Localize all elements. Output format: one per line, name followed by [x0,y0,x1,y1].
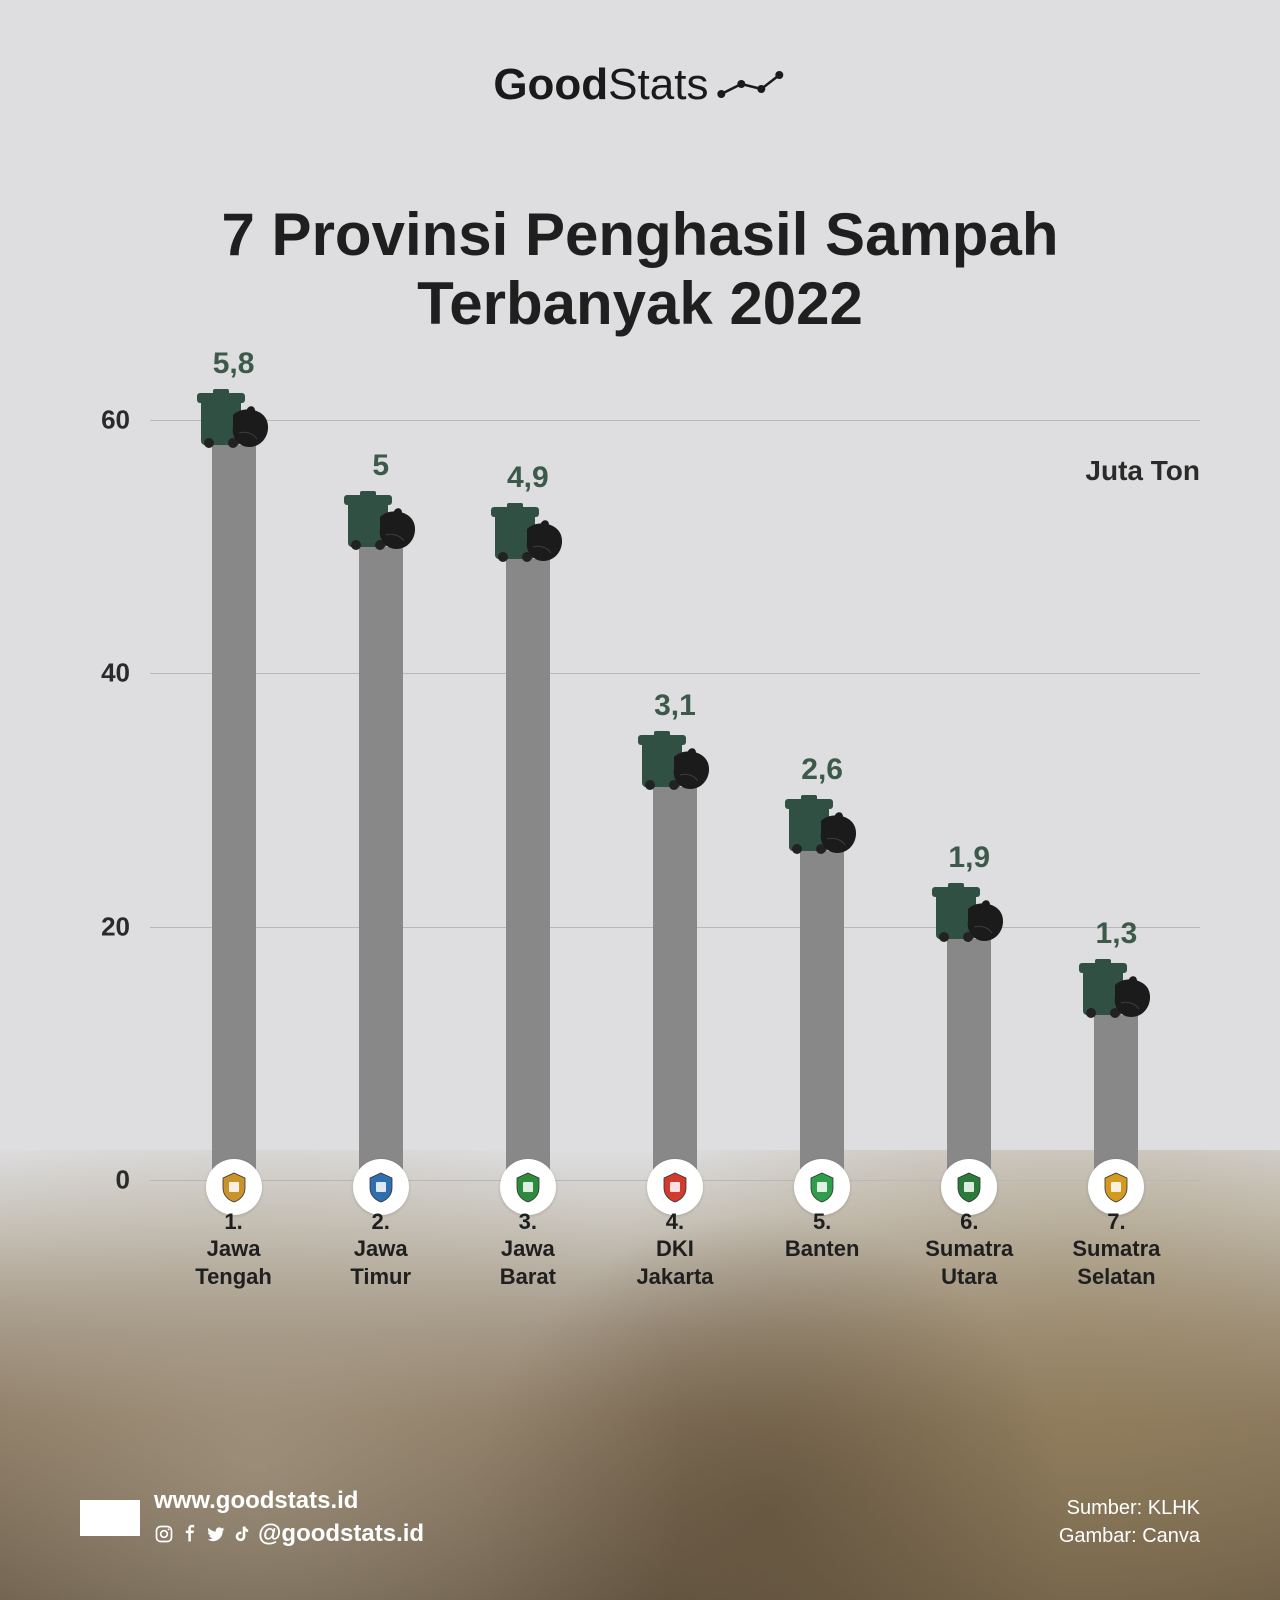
bar [506,559,550,1180]
bar-column: 2,6 [757,753,887,1180]
bar-value-label: 4,9 [507,461,549,495]
bar-value-label: 3,1 [654,689,696,723]
bar-value-label: 1,3 [1096,917,1138,951]
x-axis-label: 4.DKIJakarta [610,1208,740,1291]
y-axis: 0204060 [80,420,140,1180]
y-tick: 20 [101,911,130,942]
y-tick: 60 [101,405,130,436]
bar [653,787,697,1180]
bar [800,851,844,1180]
trash-bin-icon [930,881,1008,943]
x-labels: 1.JawaTengah2.JawaTimur3.JawaBarat4.DKIJ… [160,1208,1190,1291]
trash-bin-icon [342,489,420,551]
trash-bin-icon [195,387,273,449]
bar-chart: Juta Ton 0204060 5,8 5 4,9 [80,420,1200,1250]
bar-value-label: 1,9 [948,841,990,875]
y-tick: 0 [116,1165,130,1196]
bars-container: 5,8 5 4,9 3,1 [160,420,1190,1180]
bar [212,445,256,1180]
y-tick: 40 [101,658,130,689]
bar-column: 5 [316,449,446,1180]
bar [1094,1015,1138,1180]
trash-bin-icon [489,501,567,563]
trash-bin-icon [636,729,714,791]
facebook-icon [180,1524,200,1544]
x-axis-label: 3.JawaBarat [463,1208,593,1291]
footer-logo-block [80,1500,140,1536]
source-label: Sumber: KLHK [1059,1494,1200,1522]
footer-links: www.goodstats.id @goodstats.id [154,1485,424,1550]
footer-handle: @goodstats.id [258,1518,424,1550]
x-axis-label: 6.SumatraUtara [904,1208,1034,1291]
footer: www.goodstats.id @goodstats.id Sumber: K… [80,1485,1200,1550]
bar-value-label: 5 [372,449,389,483]
x-axis-label: 7.SumatraSelatan [1051,1208,1181,1291]
bar [947,939,991,1180]
image-credit: Gambar: Canva [1059,1522,1200,1550]
x-axis-label: 1.JawaTengah [169,1208,299,1291]
tiktok-icon [232,1524,252,1544]
bar-column: 5,8 [169,347,299,1180]
brand-logo: GoodStats [493,60,786,110]
footer-left: www.goodstats.id @goodstats.id [80,1485,424,1550]
trash-bin-icon [1077,957,1155,1019]
chart-title: 7 Provinsi Penghasil SampahTerbanyak 202… [0,200,1280,338]
logo-dots-icon [717,60,787,90]
footer-right: Sumber: KLHK Gambar: Canva [1059,1494,1200,1550]
x-axis-label: 5.Banten [757,1208,887,1291]
twitter-icon [206,1524,226,1544]
footer-website: www.goodstats.id [154,1485,424,1517]
bar-value-label: 2,6 [801,753,843,787]
logo-light: Stats [608,60,708,109]
instagram-icon [154,1524,174,1544]
bar-column: 4,9 [463,461,593,1180]
footer-socials: @goodstats.id [154,1518,424,1550]
bar-value-label: 5,8 [213,347,255,381]
bar-column: 1,3 [1051,917,1181,1180]
trash-bin-icon [783,793,861,855]
bar-column: 3,1 [610,689,740,1180]
logo-bold: Good [493,60,608,109]
bar-column: 1,9 [904,841,1034,1180]
x-axis-label: 2.JawaTimur [316,1208,446,1291]
bar [359,547,403,1180]
